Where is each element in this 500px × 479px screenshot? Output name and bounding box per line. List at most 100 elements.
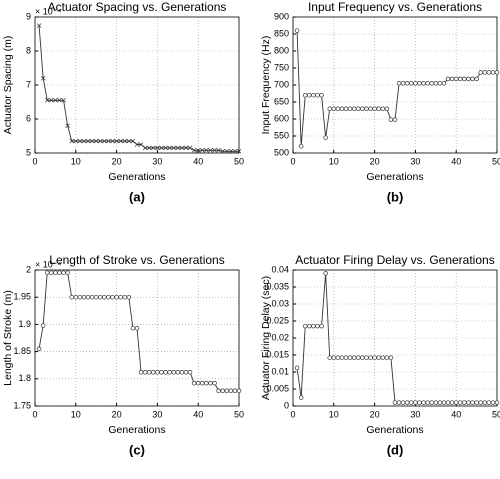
marker — [195, 148, 201, 153]
marker — [380, 106, 386, 112]
marker — [114, 294, 119, 300]
caption: (d) — [387, 442, 404, 457]
marker — [482, 70, 488, 75]
marker — [494, 400, 500, 405]
marker — [433, 400, 439, 405]
y-tick-label: 700 — [274, 79, 289, 89]
marker — [171, 145, 176, 151]
marker — [343, 355, 349, 360]
axes-box — [292, 16, 498, 154]
marker — [478, 400, 483, 405]
x-tick-label: 0 — [32, 409, 37, 419]
marker — [388, 355, 394, 360]
marker — [315, 92, 320, 98]
marker — [114, 138, 119, 144]
marker — [335, 355, 341, 360]
marker — [49, 270, 54, 275]
marker — [208, 148, 213, 153]
x-axis-label: Generations — [108, 424, 165, 436]
marker — [106, 138, 111, 144]
marker — [372, 355, 377, 360]
marker — [163, 370, 168, 375]
marker — [453, 76, 459, 82]
x-tick-label: 50 — [234, 409, 244, 419]
marker — [339, 355, 345, 360]
marker — [392, 400, 398, 405]
marker — [175, 145, 181, 151]
y-tick-label: 0.015 — [266, 349, 289, 359]
marker — [204, 148, 209, 153]
y-tick-label: 6 — [26, 113, 31, 123]
y-tick-label: 1.75 — [13, 400, 31, 410]
y-axis-label: Actuator Firing Delay (sec) — [260, 276, 272, 400]
x-tick-label: 40 — [193, 409, 203, 419]
marker — [118, 294, 123, 300]
marker — [228, 388, 234, 394]
y-tick-label: 0.005 — [266, 383, 289, 393]
marker — [236, 388, 242, 394]
marker — [470, 400, 475, 405]
subplot: Actuator Spacing vs. Generations 0 10 20 30 4… — [2, 0, 244, 204]
marker — [175, 370, 181, 375]
marker — [155, 370, 160, 375]
marker — [122, 294, 128, 300]
marker — [142, 145, 148, 151]
y-multiplier: × 10⁻⁴ — [35, 259, 62, 269]
marker — [98, 138, 103, 144]
x-tick-label: 10 — [71, 156, 81, 166]
marker — [212, 148, 217, 153]
marker — [339, 106, 345, 112]
marker — [490, 400, 496, 405]
marker — [360, 106, 365, 112]
marker — [61, 98, 66, 103]
y-tick-label: 1.9 — [18, 319, 31, 329]
x-tick-label: 50 — [492, 156, 500, 166]
subplot-title: Input Frequency vs. Generations — [308, 0, 482, 14]
marker — [236, 149, 242, 154]
marker — [57, 98, 62, 103]
marker — [441, 400, 447, 405]
caption: (c) — [129, 442, 145, 457]
marker — [449, 400, 455, 405]
marker — [224, 388, 230, 394]
marker — [331, 355, 337, 360]
marker — [462, 400, 467, 405]
marker — [466, 400, 471, 405]
y-axis-label: Length of Stroke (m) — [2, 290, 14, 386]
marker — [167, 370, 172, 375]
y-tick-label: 500 — [274, 147, 289, 157]
marker — [323, 135, 328, 140]
marker — [44, 270, 50, 275]
marker — [453, 400, 459, 405]
marker — [151, 145, 156, 151]
y-tick-label: 0.04 — [271, 264, 289, 274]
x-tick-label: 10 — [329, 156, 339, 166]
marker — [89, 294, 95, 300]
x-axis-label: Generations — [366, 424, 423, 436]
marker — [106, 294, 111, 300]
marker — [351, 355, 357, 360]
marker — [327, 106, 332, 112]
marker — [220, 388, 225, 394]
marker — [40, 75, 46, 81]
x-tick-label: 10 — [329, 409, 339, 419]
subplot: Input Frequency vs. Generations 0 10 20 30 40… — [260, 0, 500, 204]
marker — [323, 271, 328, 276]
y-tick-label: 750 — [274, 62, 289, 72]
marker — [298, 395, 304, 400]
x-tick-label: 40 — [451, 156, 461, 166]
marker — [347, 355, 353, 360]
marker — [61, 270, 66, 275]
marker — [311, 323, 316, 329]
marker — [376, 355, 381, 360]
marker — [73, 138, 79, 144]
x-tick-label: 20 — [370, 409, 380, 419]
marker — [319, 323, 324, 329]
marker — [53, 270, 58, 275]
y-tick-label: 0 — [284, 400, 289, 410]
x-tick-label: 40 — [451, 409, 461, 419]
marker — [118, 138, 123, 144]
marker — [368, 355, 373, 360]
x-tick-label: 20 — [112, 409, 122, 419]
marker — [307, 323, 312, 329]
